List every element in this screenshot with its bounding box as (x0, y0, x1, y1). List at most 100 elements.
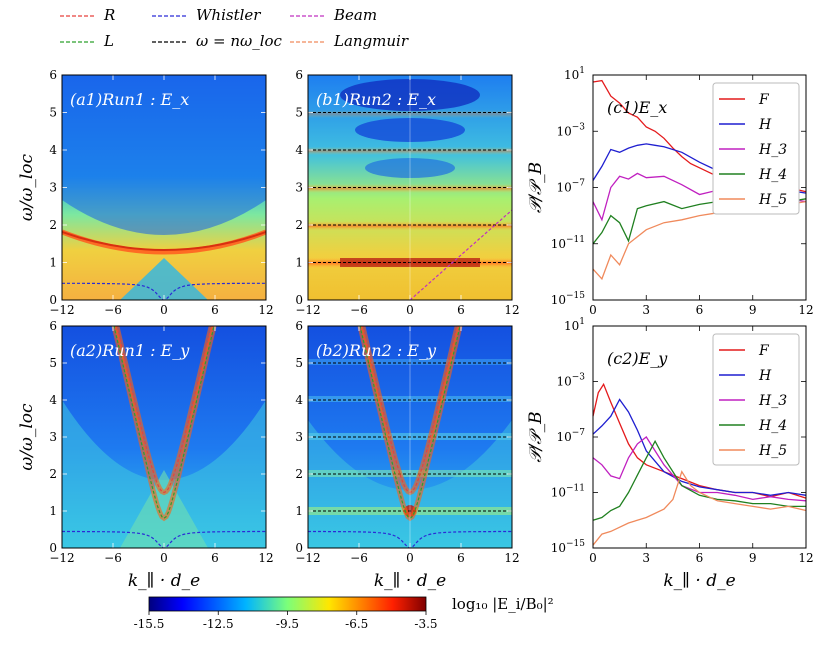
b2-ytick-label-3: 3 (295, 430, 303, 444)
a1-curve-Whistler (62, 282, 266, 300)
c2-xtick-label-1: 3 (642, 551, 650, 565)
a1-ytick-label-1: 1 (49, 256, 57, 270)
a2-ytick-label-6: 6 (49, 319, 57, 333)
b2-xtick-label-3: 6 (457, 551, 465, 565)
c1-xtick-label-4: 12 (798, 303, 813, 317)
b2-curve-R (362, 326, 458, 494)
a1-ytick-label-5: 5 (49, 106, 57, 120)
c2-xlabel: k_∥ · d_e (663, 571, 735, 591)
b1-xtick-label-4: 12 (504, 303, 519, 317)
a1-title: (a1)Run1 : E_x (70, 90, 189, 109)
legend-label-1: L (103, 32, 114, 50)
b1-ytick-label-2: 2 (295, 218, 303, 232)
b2-ytick-label-0: 0 (295, 541, 303, 555)
c1-title: (c1)E_x (607, 98, 667, 117)
b1-xtick-label-1: −6 (350, 303, 368, 317)
b2-ytick-label-5: 5 (295, 356, 303, 370)
c2-legend-box (712, 333, 800, 466)
c2-xtick-label-2: 6 (696, 551, 704, 565)
c2-title: (c2)E_y (607, 349, 668, 368)
a2-xtick-label-3: 6 (211, 551, 219, 565)
b1-xtick-label-0: −12 (295, 303, 320, 317)
a2-ytick-label-3: 3 (49, 430, 57, 444)
c2-series-H_4 (592, 439, 806, 521)
a1-xtick-label-2: 0 (160, 303, 168, 317)
b2-ytick-label-6: 6 (295, 319, 303, 333)
b2-ytick-label-1: 1 (295, 504, 303, 518)
a1-xtick-label-0: −12 (49, 303, 74, 317)
b1-ytick-label-3: 3 (295, 181, 303, 195)
colorbar-label: log₁₀ |E_i/B₀|² (452, 595, 554, 613)
c1-ytick-label-0: 101 (564, 66, 585, 82)
c1-xtick-label-3: 9 (749, 303, 757, 317)
legend-label-5: Langmuir (333, 32, 409, 50)
legend-label-0: R (103, 6, 115, 24)
a2-ytick-label-0: 0 (49, 541, 57, 555)
colorbar (148, 596, 427, 612)
a2-title: (a2)Run1 : E_y (70, 341, 190, 360)
c2-series-H_5 (592, 470, 807, 546)
c2-series-H (592, 398, 807, 496)
a2-ytick-label-5: 5 (49, 356, 57, 370)
c2-legend-label-H: H (758, 368, 772, 384)
b2-xtick-label-2: 0 (406, 551, 414, 565)
c2-xtick-label-3: 9 (749, 551, 757, 565)
c1-legend-label-H_3: H_3 (758, 142, 787, 158)
c1-xtick-label-1: 3 (642, 303, 650, 317)
b1-curve-Beam (409, 209, 512, 300)
c1-legend-label-H_5: H_5 (758, 192, 787, 208)
colorbar-tick-label-2: -9.5 (276, 617, 299, 631)
c1-ylabel: 𝒫/𝒫_B (526, 162, 546, 213)
c2-series-H_3 (592, 436, 807, 502)
c2-legend-label-F: F (758, 343, 770, 359)
b1-ytick-label-5: 5 (295, 106, 303, 120)
b2-curve-glow-L (357, 326, 463, 522)
legend-label-4: Beam (333, 6, 377, 24)
c2-xtick-label-0: 0 (589, 551, 597, 565)
c2-ytick-label-1: 10−3 (556, 373, 585, 389)
a1-frame (61, 74, 267, 301)
c1-legend-label-F: F (758, 92, 770, 108)
a2-ytick-label-1: 1 (49, 504, 57, 518)
a1-xtick-label-4: 12 (258, 303, 273, 317)
b2-xlabel: k_∥ · d_e (374, 571, 446, 591)
colorbar-tick-label-4: -3.5 (414, 617, 437, 631)
c2-legend-label-H_5: H_5 (758, 443, 787, 459)
a1-xtick-label-3: 6 (211, 303, 219, 317)
c2-legend-label-H_3: H_3 (758, 393, 787, 409)
c1-ytick-label-1: 10−3 (556, 122, 585, 138)
b1-ytick-label-4: 4 (295, 143, 303, 157)
b2-xtick-label-1: −6 (350, 551, 368, 565)
b1-xtick-label-3: 6 (457, 303, 465, 317)
c2-ytick-label-0: 101 (564, 317, 585, 333)
b1-title: (b1)Run2 : E_x (316, 90, 436, 109)
b2-title: (b2)Run2 : E_y (316, 341, 437, 360)
c1-ytick-label-2: 10−7 (556, 179, 585, 195)
a2-xlabel: k_∥ · d_e (128, 571, 200, 591)
c1-xtick-label-2: 6 (696, 303, 704, 317)
a1-ylabel: ω/ω_loc (17, 153, 37, 221)
c1-legend-box (712, 82, 800, 215)
b2-xtick-label-4: 12 (504, 551, 519, 565)
legend-label-3: ω = nω_loc (196, 32, 283, 50)
a2-ytick-label-2: 2 (49, 467, 57, 481)
a2-xtick-label-1: −6 (104, 551, 122, 565)
colorbar-tick-label-3: -6.5 (345, 617, 368, 631)
a2-curve-glow-L (111, 326, 217, 522)
colorbar-ticks: -15.5 -12.5 -9.5 -6.5 -3.5 (134, 611, 438, 631)
b1-ytick-label-0: 0 (295, 293, 303, 307)
c2-xtick-label-4: 12 (798, 551, 813, 565)
c1-legend-label-H_4: H_4 (758, 167, 787, 183)
a1-ytick-label-6: 6 (49, 68, 57, 82)
b1-ytick-label-1: 1 (295, 256, 303, 270)
a1-xtick-label-1: −6 (104, 303, 122, 317)
colorbar-tick-label-0: -15.5 (134, 617, 165, 631)
b1-xtick-label-2: 0 (406, 303, 414, 317)
b2-ytick-label-2: 2 (295, 467, 303, 481)
a2-ytick-label-4: 4 (49, 393, 57, 407)
a2-curve-R (116, 326, 212, 494)
c1-xtick-label-0: 0 (589, 303, 597, 317)
a1-ytick-label-3: 3 (49, 181, 57, 195)
legend-label-2: Whistler (196, 6, 261, 24)
